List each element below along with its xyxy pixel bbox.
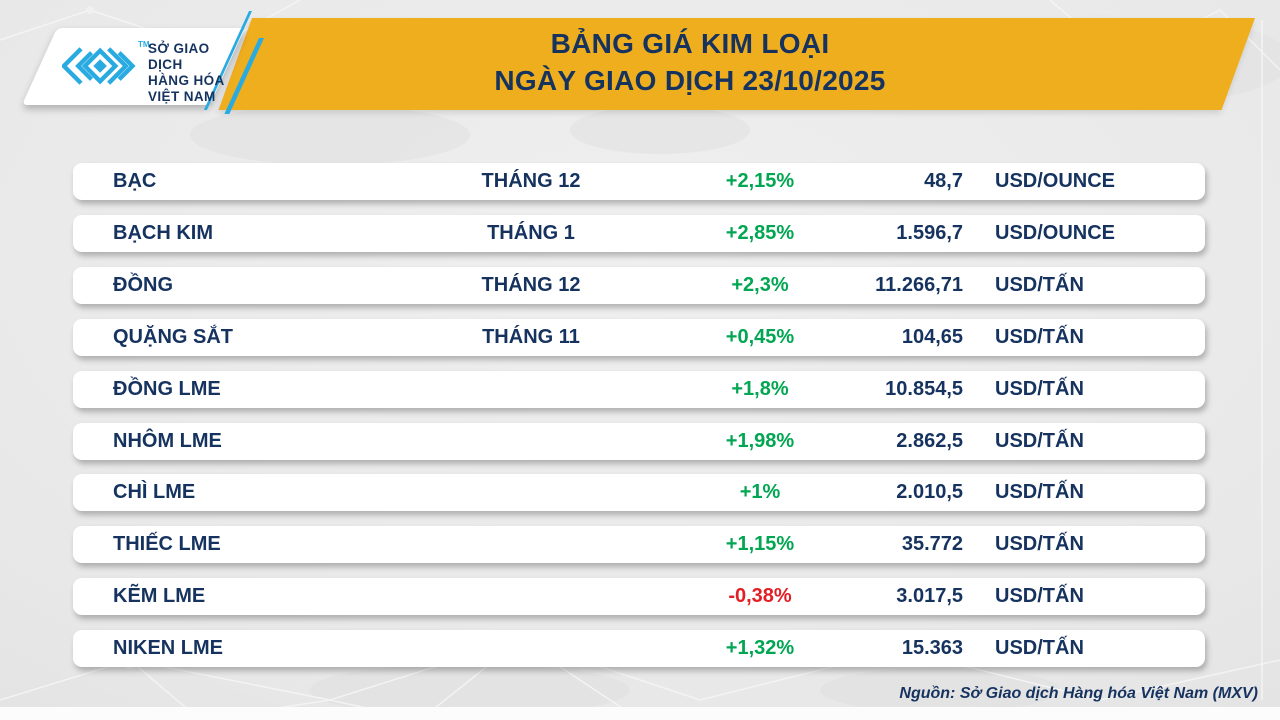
title-line-2: NGÀY GIAO DỊCH 23/10/2025: [494, 65, 886, 96]
change-percent: +1,8%: [731, 378, 789, 400]
price-unit: USD/TẤN: [995, 585, 1084, 607]
table-row: QUẶNG SẮT THÁNG 11 +0,45% 104,65 USD/TẤN: [73, 319, 1205, 356]
commodity-name: CHÌ LME: [113, 481, 196, 503]
mxv-logo: TM SỞ GIAO DỊCH HÀNG HÓA VIỆT NAM: [62, 40, 242, 104]
price-unit: USD/TẤN: [995, 481, 1084, 503]
contract-month: THÁNG 12: [481, 170, 581, 192]
price-value: 15.363: [901, 637, 963, 659]
price-unit: USD/TẤN: [995, 533, 1084, 555]
source-note: Nguồn: Sở Giao dịch Hàng hóa Việt Nam (M…: [899, 685, 1258, 702]
table-row: BẠCH KIM THÁNG 1 +2,85% 1.596,7 USD/OUNC…: [73, 215, 1205, 252]
price-unit: USD/TẤN: [995, 274, 1084, 296]
logo-org-line-2: HÀNG HÓA: [148, 73, 225, 88]
table-row: NIKEN LME +1,32% 15.363 USD/TẤN: [73, 630, 1205, 667]
commodity-name: BẠC: [113, 170, 157, 192]
change-percent: +2,85%: [725, 222, 795, 244]
price-unit: USD/TẤN: [995, 378, 1084, 400]
logo-org-line-1: SỞ GIAO DỊCH: [148, 41, 210, 72]
price-value: 10.854,5: [885, 378, 963, 400]
table-row: THIẾC LME +1,15% 35.772 USD/TẤN: [73, 526, 1205, 563]
commodity-name: NHÔM LME: [113, 430, 222, 452]
price-value: 104,65: [901, 326, 963, 348]
change-percent: +1,98%: [725, 430, 795, 452]
change-percent: +1%: [739, 481, 781, 503]
price-value: 2.862,5: [896, 430, 963, 452]
table-row: CHÌ LME +1% 2.010,5 USD/TẤN: [73, 474, 1205, 511]
commodity-name: BẠCH KIM: [113, 222, 213, 244]
price-value: 11.266,71: [875, 274, 963, 296]
change-percent: +1,15%: [725, 533, 795, 555]
commodity-name: THIẾC LME: [113, 533, 221, 555]
commodity-name: QUẶNG SẮT: [113, 326, 233, 348]
change-percent: +2,15%: [725, 170, 795, 192]
price-unit: USD/OUNCE: [995, 170, 1116, 192]
commodity-name: NIKEN LME: [113, 637, 223, 659]
bottom-strip: [0, 707, 1280, 720]
table-row: ĐỒNG THÁNG 12 +2,3% 11.266,71 USD/TẤN: [73, 267, 1205, 304]
contract-month: THÁNG 11: [482, 326, 580, 348]
logo-org-line-3: VIỆT NAM: [148, 89, 216, 104]
commodity-name: ĐỒNG: [113, 274, 173, 296]
change-percent: +0,45%: [725, 326, 795, 348]
price-unit: USD/OUNCE: [995, 222, 1116, 244]
price-value: 35.772: [901, 533, 963, 555]
page-title: BẢNG GIÁ KIM LOẠI NGÀY GIAO DỊCH 23/10/2…: [320, 25, 1060, 99]
trademark-symbol: TM: [138, 40, 150, 49]
change-percent: +2,3%: [731, 274, 789, 296]
table-row: NHÔM LME +1,98% 2.862,5 USD/TẤN: [73, 423, 1205, 460]
mxv-logo-icon: [62, 47, 136, 85]
logo-org-name: SỞ GIAO DỊCH HÀNG HÓA VIỆT NAM: [148, 41, 242, 105]
price-unit: USD/TẤN: [995, 326, 1084, 348]
contract-month: THÁNG 12: [481, 274, 581, 296]
change-percent: +1,32%: [725, 637, 795, 659]
title-line-1: BẢNG GIÁ KIM LOẠI: [550, 28, 830, 59]
table-row: BẠC THÁNG 12 +2,15% 48,7 USD/OUNCE: [73, 163, 1205, 200]
price-unit: USD/TẤN: [995, 637, 1084, 659]
price-unit: USD/TẤN: [995, 430, 1084, 452]
change-percent: -0,38%: [728, 585, 792, 607]
commodity-name: KẼM LME: [113, 585, 206, 607]
contract-month: THÁNG 1: [487, 222, 575, 244]
commodity-name: ĐỒNG LME: [113, 378, 221, 400]
price-value: 3.017,5: [896, 585, 963, 607]
table-row: KẼM LME -0,38% 3.017,5 USD/TẤN: [73, 578, 1205, 615]
table-row: ĐỒNG LME +1,8% 10.854,5 USD/TẤN: [73, 371, 1205, 408]
price-value: 48,7: [924, 170, 963, 192]
price-value: 2.010,5: [896, 481, 963, 503]
price-value: 1.596,7: [896, 222, 963, 244]
